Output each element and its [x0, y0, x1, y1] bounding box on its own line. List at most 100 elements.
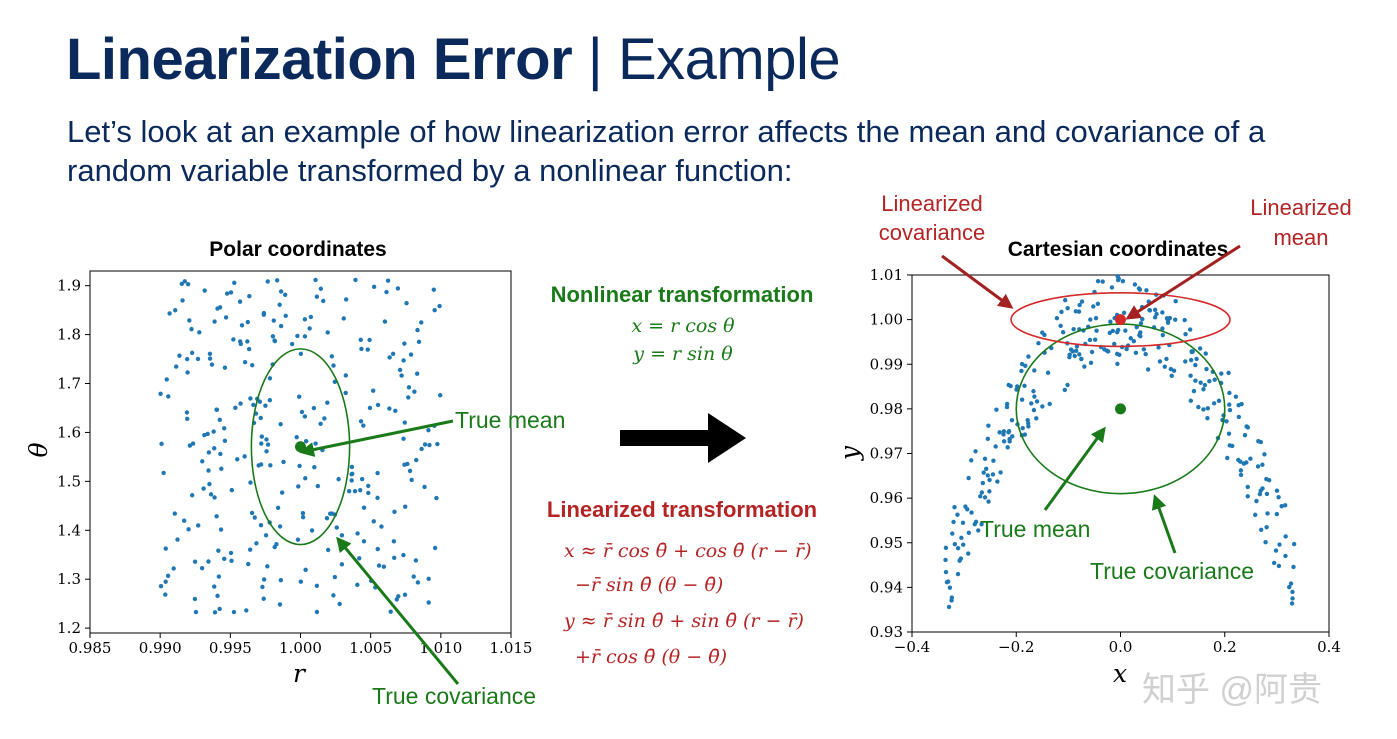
cartesian-point: [1031, 407, 1037, 413]
cartesian-point: [1019, 397, 1025, 402]
polar-point: [331, 593, 336, 598]
polar-point: [303, 476, 308, 481]
cartesian-point: [1141, 347, 1147, 352]
cartesian-point: [1212, 377, 1217, 382]
cartesian-point: [1079, 356, 1084, 362]
polar-point: [392, 509, 397, 515]
polar-point: [212, 446, 217, 451]
polar-point: [267, 376, 273, 381]
polar-point: [402, 592, 408, 597]
cartesian-point: [1254, 498, 1259, 504]
cartesian-point: [1197, 346, 1203, 351]
cartesian-point: [1026, 354, 1031, 359]
polar-point: [355, 582, 360, 588]
polar-point: [197, 330, 202, 335]
polar-true-covariance-ellipse: [250, 348, 351, 546]
polar-point: [217, 606, 222, 612]
polar-point: [334, 525, 339, 530]
polar-point: [314, 609, 320, 615]
polar-point: [163, 579, 168, 584]
cartesian-point: [1045, 370, 1051, 375]
cartesian-point: [1173, 299, 1178, 304]
cartesian-point: [963, 504, 968, 509]
cartesian-point: [1225, 455, 1230, 461]
cartesian-point: [1258, 527, 1264, 532]
polar-point: [312, 464, 317, 470]
polar-point: [394, 597, 399, 602]
cartesian-true-mean-label: True mean: [980, 516, 1090, 542]
polar-point: [267, 397, 273, 403]
polar-point: [206, 468, 211, 473]
polar-point: [279, 490, 285, 495]
cartesian-point: [1079, 299, 1085, 304]
polar-point: [259, 441, 264, 446]
polar-point: [256, 463, 261, 468]
cartesian-point: [947, 585, 953, 590]
polar-point: [274, 278, 280, 283]
polar-point: [278, 422, 283, 427]
polar-point: [367, 337, 372, 343]
polar-point: [182, 279, 187, 284]
polar-point: [211, 429, 216, 434]
polar-point: [277, 602, 283, 607]
cartesian-point: [1291, 541, 1297, 547]
polar-point: [214, 514, 219, 519]
polar-point: [247, 294, 252, 299]
cartesian-point: [1019, 368, 1024, 374]
polar-point: [318, 286, 324, 291]
cartesian-point: [1108, 319, 1113, 324]
cartesian-point: [1077, 352, 1082, 357]
cartesian-point: [1014, 384, 1020, 389]
polar-y-tick-label: 1.7: [57, 375, 81, 393]
polar-point: [300, 511, 306, 516]
polar-point: [257, 399, 263, 404]
polar-point: [282, 292, 288, 297]
cartesian-point: [984, 466, 989, 472]
cartesian-point: [1201, 387, 1206, 392]
cartesian-point: [969, 510, 974, 515]
cartesian-point: [1020, 425, 1025, 431]
polar-point: [263, 533, 269, 538]
cartesian-point: [1165, 318, 1171, 323]
linearized-covariance-arrow: [941, 254, 1014, 309]
cartesian-point: [1025, 417, 1030, 423]
polar-point: [426, 427, 431, 433]
cartesian-point: [1032, 394, 1037, 399]
cartesian-point: [1227, 407, 1233, 413]
cartesian-point: [1266, 477, 1272, 483]
polar-point: [353, 277, 358, 283]
polar-point: [218, 451, 223, 457]
polar-point: [375, 470, 380, 476]
polar-point: [212, 495, 217, 500]
cartesian-point: [1032, 368, 1037, 373]
cartesian-point: [966, 551, 971, 556]
polar-point: [314, 294, 320, 299]
polar-point: [431, 287, 437, 292]
cartesian-point: [1290, 596, 1295, 601]
polar-points: [158, 277, 443, 615]
polar-point: [366, 483, 371, 489]
cartesian-point: [955, 546, 961, 551]
polar-point: [192, 559, 198, 564]
polar-point: [401, 552, 406, 558]
cartesian-point: [1248, 456, 1253, 461]
cartesian-point: [985, 473, 991, 478]
polar-point: [349, 478, 354, 483]
cartesian-point: [1115, 273, 1120, 279]
cartesian-point: [1076, 309, 1082, 314]
polar-y-tick-label: 1.5: [57, 472, 81, 490]
cartesian-point: [986, 499, 991, 504]
polar-point: [246, 561, 251, 567]
cartesian-point: [1188, 357, 1194, 363]
polar-point: [237, 299, 243, 304]
polar-point: [352, 489, 358, 494]
polar-point: [435, 441, 440, 447]
polar-point: [314, 583, 320, 589]
cartesian-point: [1244, 424, 1249, 429]
cartesian-point: [1034, 399, 1040, 404]
polar-point: [382, 319, 388, 324]
cartesian-point: [991, 458, 996, 463]
polar-point: [325, 330, 330, 335]
nonlinear-eq-x: x = r cos θ: [631, 315, 735, 337]
cartesian-point: [1063, 297, 1068, 303]
